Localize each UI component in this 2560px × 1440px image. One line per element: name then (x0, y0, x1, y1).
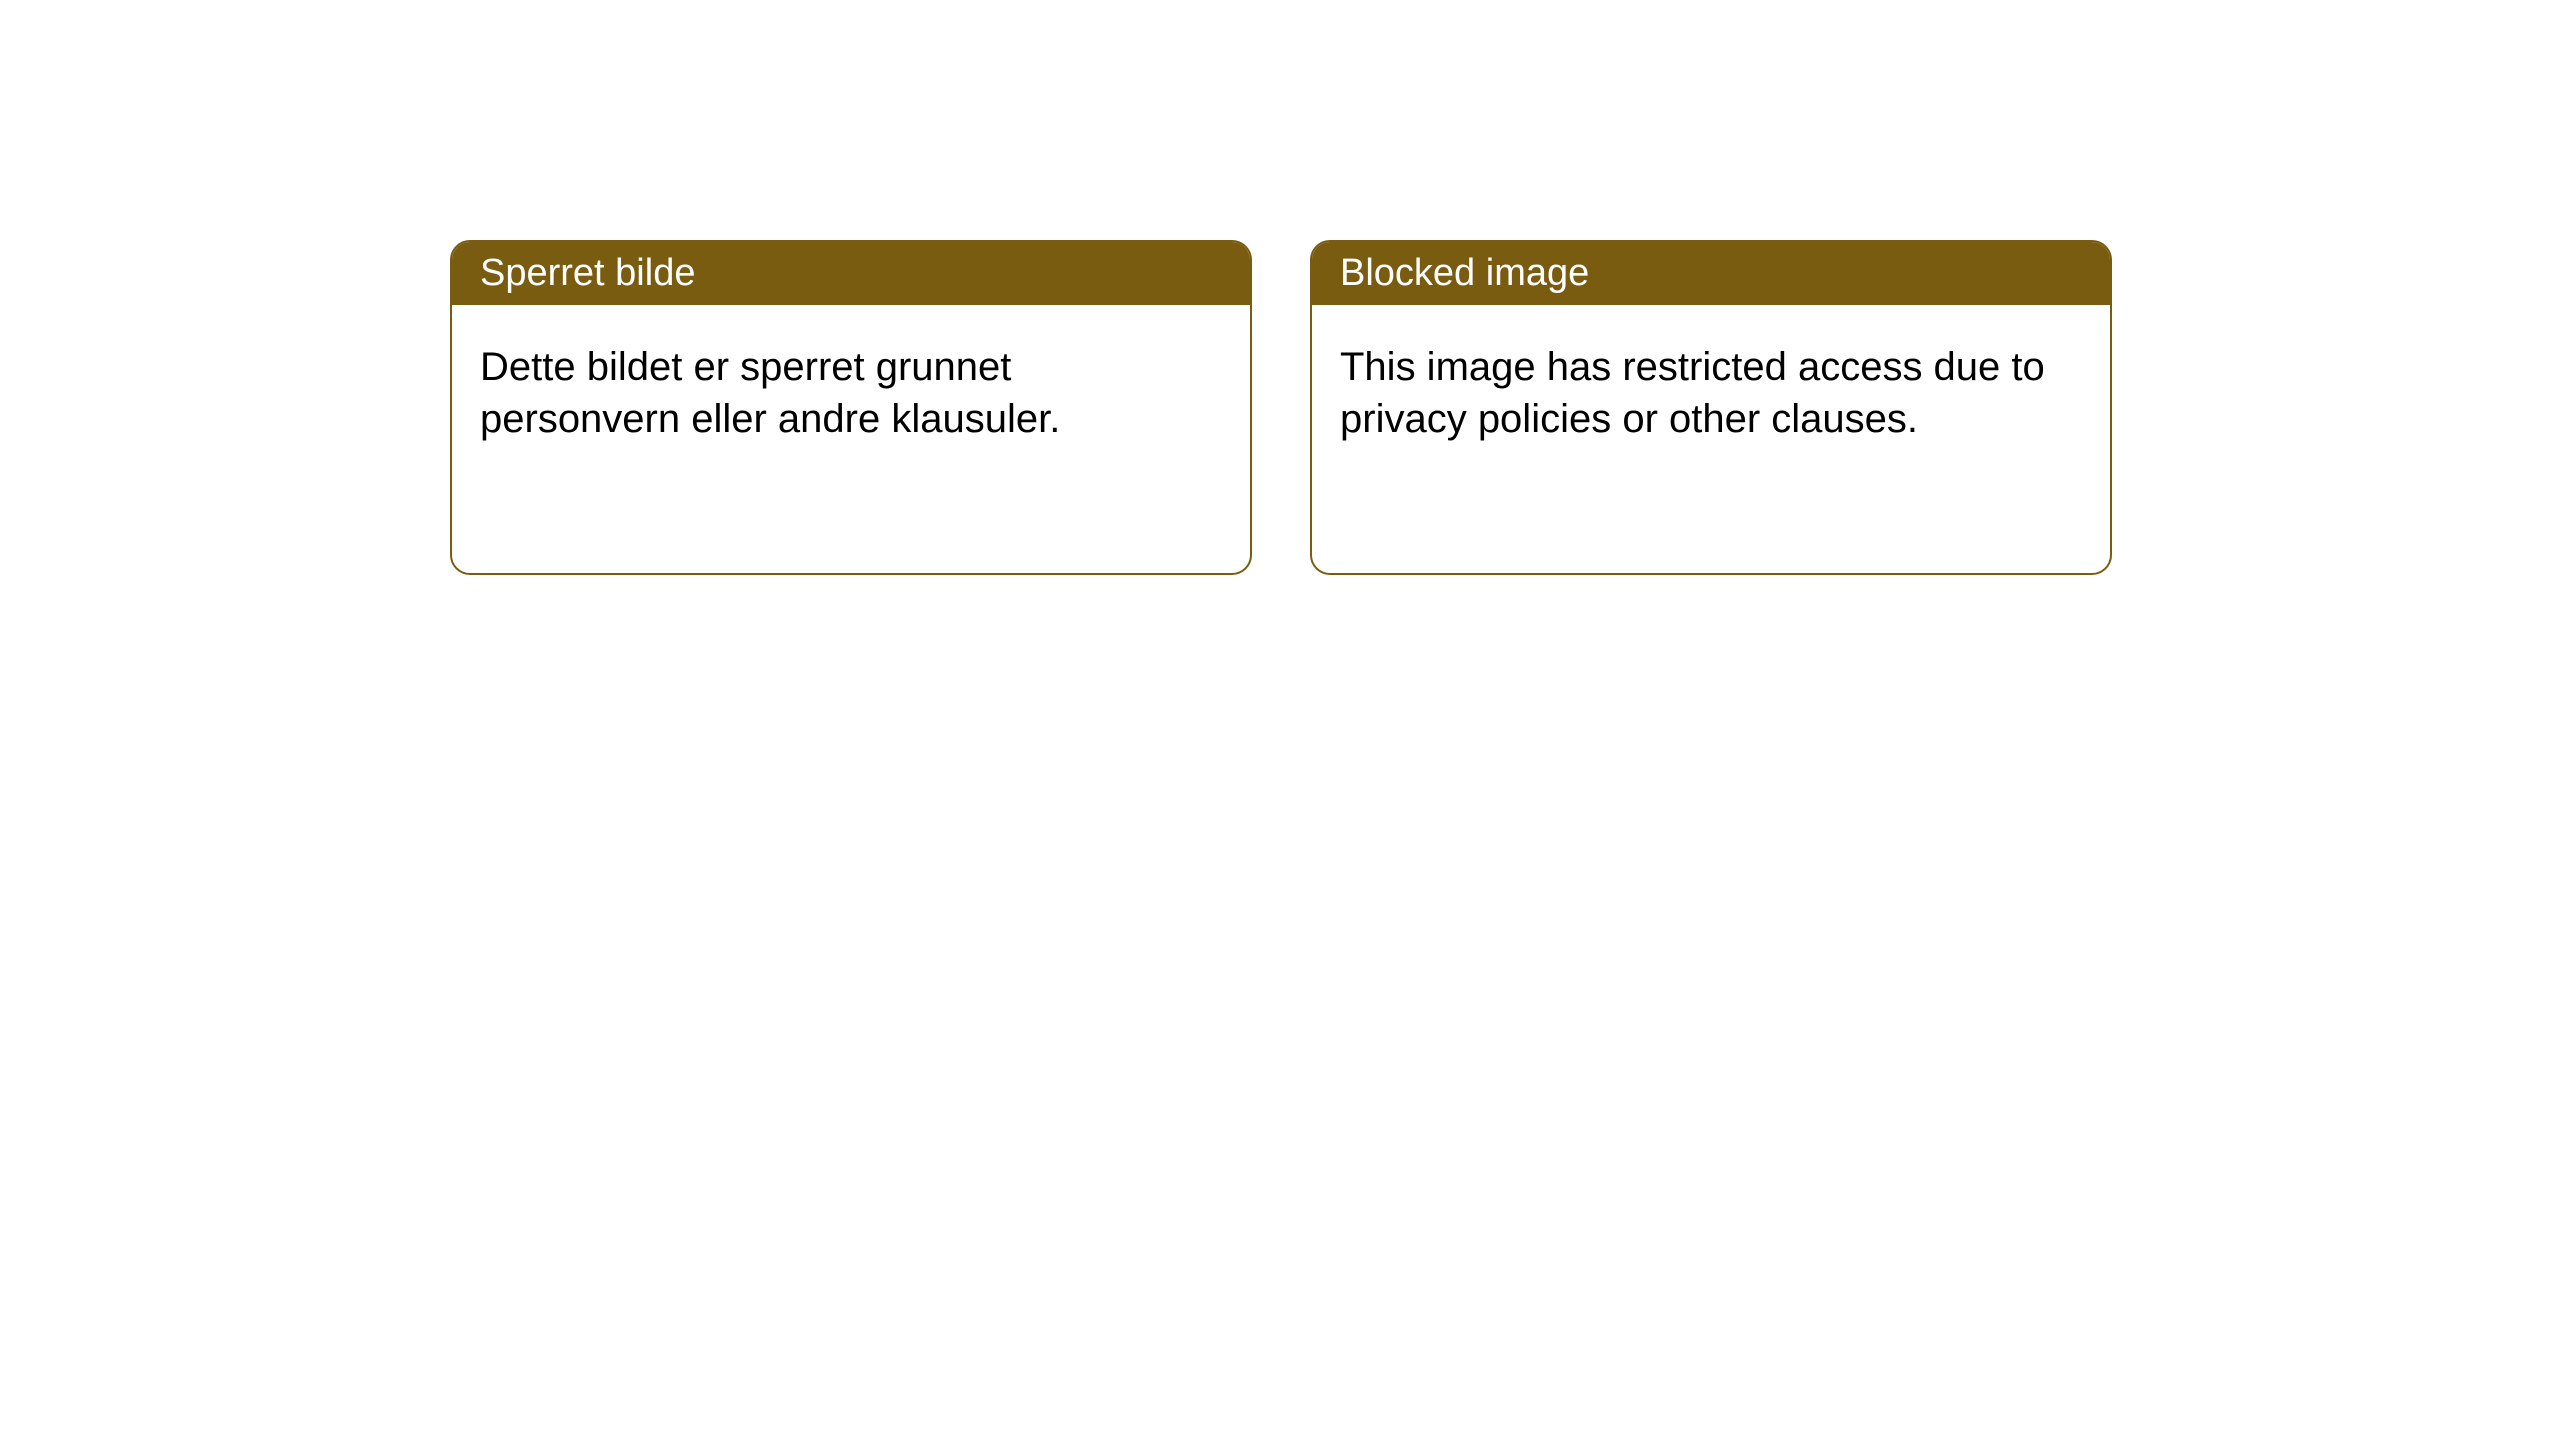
card-body: This image has restricted access due to … (1312, 305, 2110, 573)
blocked-image-card-en: Blocked image This image has restricted … (1310, 240, 2112, 575)
card-body-text: This image has restricted access due to … (1340, 345, 2045, 441)
card-title: Sperret bilde (480, 252, 695, 294)
card-container: Sperret bilde Dette bildet er sperret gr… (450, 240, 2112, 575)
card-header: Blocked image (1312, 242, 2110, 305)
card-header: Sperret bilde (452, 242, 1250, 305)
blocked-image-card-no: Sperret bilde Dette bildet er sperret gr… (450, 240, 1252, 575)
card-body-text: Dette bildet er sperret grunnet personve… (480, 345, 1060, 441)
card-body: Dette bildet er sperret grunnet personve… (452, 305, 1250, 573)
card-title: Blocked image (1340, 252, 1589, 294)
